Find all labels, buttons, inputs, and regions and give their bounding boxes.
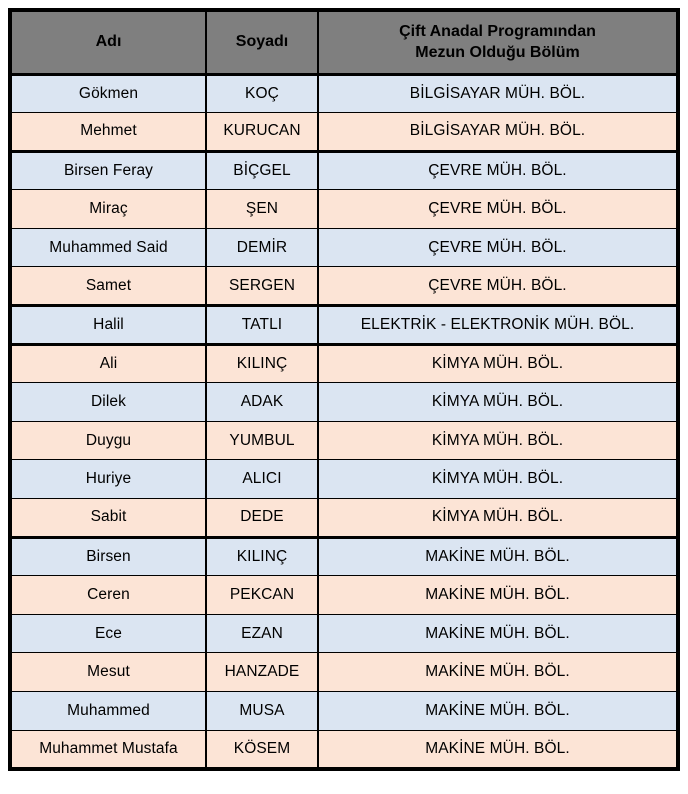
- table-row: Sabit DEDE KİMYA MÜH. BÖL.: [9, 498, 679, 538]
- name-cell: Ece: [9, 613, 207, 654]
- table-row: Muhammet Mustafa KÖSEM MAKİNE MÜH. BÖL.: [9, 729, 679, 770]
- surname-cell: ŞEN: [205, 189, 319, 229]
- surname-cell: KOÇ: [205, 73, 319, 114]
- name-cell: Samet: [9, 266, 207, 307]
- dept-cell: ÇEVRE MÜH. BÖL.: [317, 189, 679, 229]
- dept-cell: MAKİNE MÜH. BÖL.: [317, 729, 679, 770]
- dept-cell: BİLGİSAYAR MÜH. BÖL.: [317, 73, 679, 114]
- surname-cell: DEMİR: [205, 227, 319, 268]
- table-row: Muhammed Said DEMİR ÇEVRE MÜH. BÖL.: [9, 227, 679, 268]
- header-name-label: Adı: [95, 33, 122, 51]
- surname-cell: SERGEN: [205, 266, 319, 307]
- table-row: Halil TATLI ELEKTRİK - ELEKTRONİK MÜH. BÖL…: [9, 304, 679, 345]
- table-row: Mesut HANZADE MAKİNE MÜH. BÖL.: [9, 652, 679, 692]
- name-cell: Gökmen: [9, 73, 207, 114]
- table-row: Samet SERGEN ÇEVRE MÜH. BÖL.: [9, 266, 679, 307]
- surname-cell: DEDE: [205, 498, 319, 538]
- dept-cell: ÇEVRE MÜH. BÖL.: [317, 149, 679, 191]
- surname-cell: PEKCAN: [205, 575, 319, 615]
- table-row: Ali KILINÇ KİMYA MÜH. BÖL.: [9, 342, 679, 384]
- dept-cell: ÇEVRE MÜH. BÖL.: [317, 227, 679, 268]
- table-row: Ceren PEKCAN MAKİNE MÜH. BÖL.: [9, 575, 679, 615]
- name-cell: Huriye: [9, 459, 207, 500]
- name-cell: Muhammed: [9, 691, 207, 731]
- dept-cell: KİMYA MÜH. BÖL.: [317, 382, 679, 422]
- surname-cell: KILINÇ: [205, 535, 319, 577]
- surname-cell: ALICI: [205, 459, 319, 500]
- surname-cell: KÖSEM: [205, 729, 319, 770]
- name-cell: Ceren: [9, 575, 207, 615]
- dept-cell: KİMYA MÜH. BÖL.: [317, 420, 679, 461]
- name-cell: Birsen: [9, 535, 207, 577]
- header-surname-label: Soyadı: [235, 33, 289, 51]
- table-body: Gökmen KOÇ BİLGİSAYAR MÜH. BÖL. Mehmet KURUC…: [9, 73, 679, 770]
- dept-cell: KİMYA MÜH. BÖL.: [317, 498, 679, 538]
- table-row: Duygu YUMBUL KİMYA MÜH. BÖL.: [9, 420, 679, 461]
- header-surname: Soyadı: [205, 9, 319, 76]
- surname-cell: EZAN: [205, 613, 319, 654]
- dept-cell: KİMYA MÜH. BÖL.: [317, 342, 679, 384]
- student-roster-table: Adı Soyadı Çift Anadal Programından Mezu…: [8, 8, 680, 771]
- student-roster-table-container: Adı Soyadı Çift Anadal Programından Mezu…: [8, 8, 680, 771]
- surname-cell: HANZADE: [205, 652, 319, 692]
- header-department-label: Çift Anadal Programından Mezun Olduğu Bö…: [399, 22, 596, 62]
- surname-cell: TATLI: [205, 304, 319, 345]
- table-row: Gökmen KOÇ BİLGİSAYAR MÜH. BÖL.: [9, 73, 679, 114]
- header-department: Çift Anadal Programından Mezun Olduğu Bö…: [317, 9, 679, 76]
- surname-cell: BİÇGEL: [205, 149, 319, 191]
- surname-cell: YUMBUL: [205, 420, 319, 461]
- name-cell: Muhammet Mustafa: [9, 729, 207, 770]
- surname-cell: KURUCAN: [205, 112, 319, 152]
- dept-cell: MAKİNE MÜH. BÖL.: [317, 652, 679, 692]
- table-row: Muhammed MUSA MAKİNE MÜH. BÖL.: [9, 691, 679, 731]
- dept-cell: MAKİNE MÜH. BÖL.: [317, 535, 679, 577]
- table-row: Huriye ALICI KİMYA MÜH. BÖL.: [9, 459, 679, 500]
- name-cell: Birsen Feray: [9, 149, 207, 191]
- table-row: Dilek ADAK KİMYA MÜH. BÖL.: [9, 382, 679, 422]
- header-row: Adı Soyadı Çift Anadal Programından Mezu…: [9, 9, 679, 76]
- name-cell: Miraç: [9, 189, 207, 229]
- dept-cell: MAKİNE MÜH. BÖL.: [317, 691, 679, 731]
- name-cell: Ali: [9, 342, 207, 384]
- surname-cell: MUSA: [205, 691, 319, 731]
- dept-cell: MAKİNE MÜH. BÖL.: [317, 575, 679, 615]
- dept-cell: KİMYA MÜH. BÖL.: [317, 459, 679, 500]
- name-cell: Muhammed Said: [9, 227, 207, 268]
- table-row: Birsen KILINÇ MAKİNE MÜH. BÖL.: [9, 535, 679, 577]
- name-cell: Duygu: [9, 420, 207, 461]
- name-cell: Mesut: [9, 652, 207, 692]
- dept-cell: BİLGİSAYAR MÜH. BÖL.: [317, 112, 679, 152]
- dept-cell: MAKİNE MÜH. BÖL.: [317, 613, 679, 654]
- name-cell: Halil: [9, 304, 207, 345]
- surname-cell: ADAK: [205, 382, 319, 422]
- table-row: Birsen Feray BİÇGEL ÇEVRE MÜH. BÖL.: [9, 149, 679, 191]
- table-header: Adı Soyadı Çift Anadal Programından Mezu…: [9, 9, 679, 76]
- surname-cell: KILINÇ: [205, 342, 319, 384]
- header-name: Adı: [9, 9, 207, 76]
- table-row: Mehmet KURUCAN BİLGİSAYAR MÜH. BÖL.: [9, 112, 679, 152]
- name-cell: Sabit: [9, 498, 207, 538]
- dept-cell: ÇEVRE MÜH. BÖL.: [317, 266, 679, 307]
- dept-cell: ELEKTRİK - ELEKTRONİK MÜH. BÖL.: [317, 304, 679, 345]
- table-row: Ece EZAN MAKİNE MÜH. BÖL.: [9, 613, 679, 654]
- name-cell: Dilek: [9, 382, 207, 422]
- table-row: Miraç ŞEN ÇEVRE MÜH. BÖL.: [9, 189, 679, 229]
- name-cell: Mehmet: [9, 112, 207, 152]
